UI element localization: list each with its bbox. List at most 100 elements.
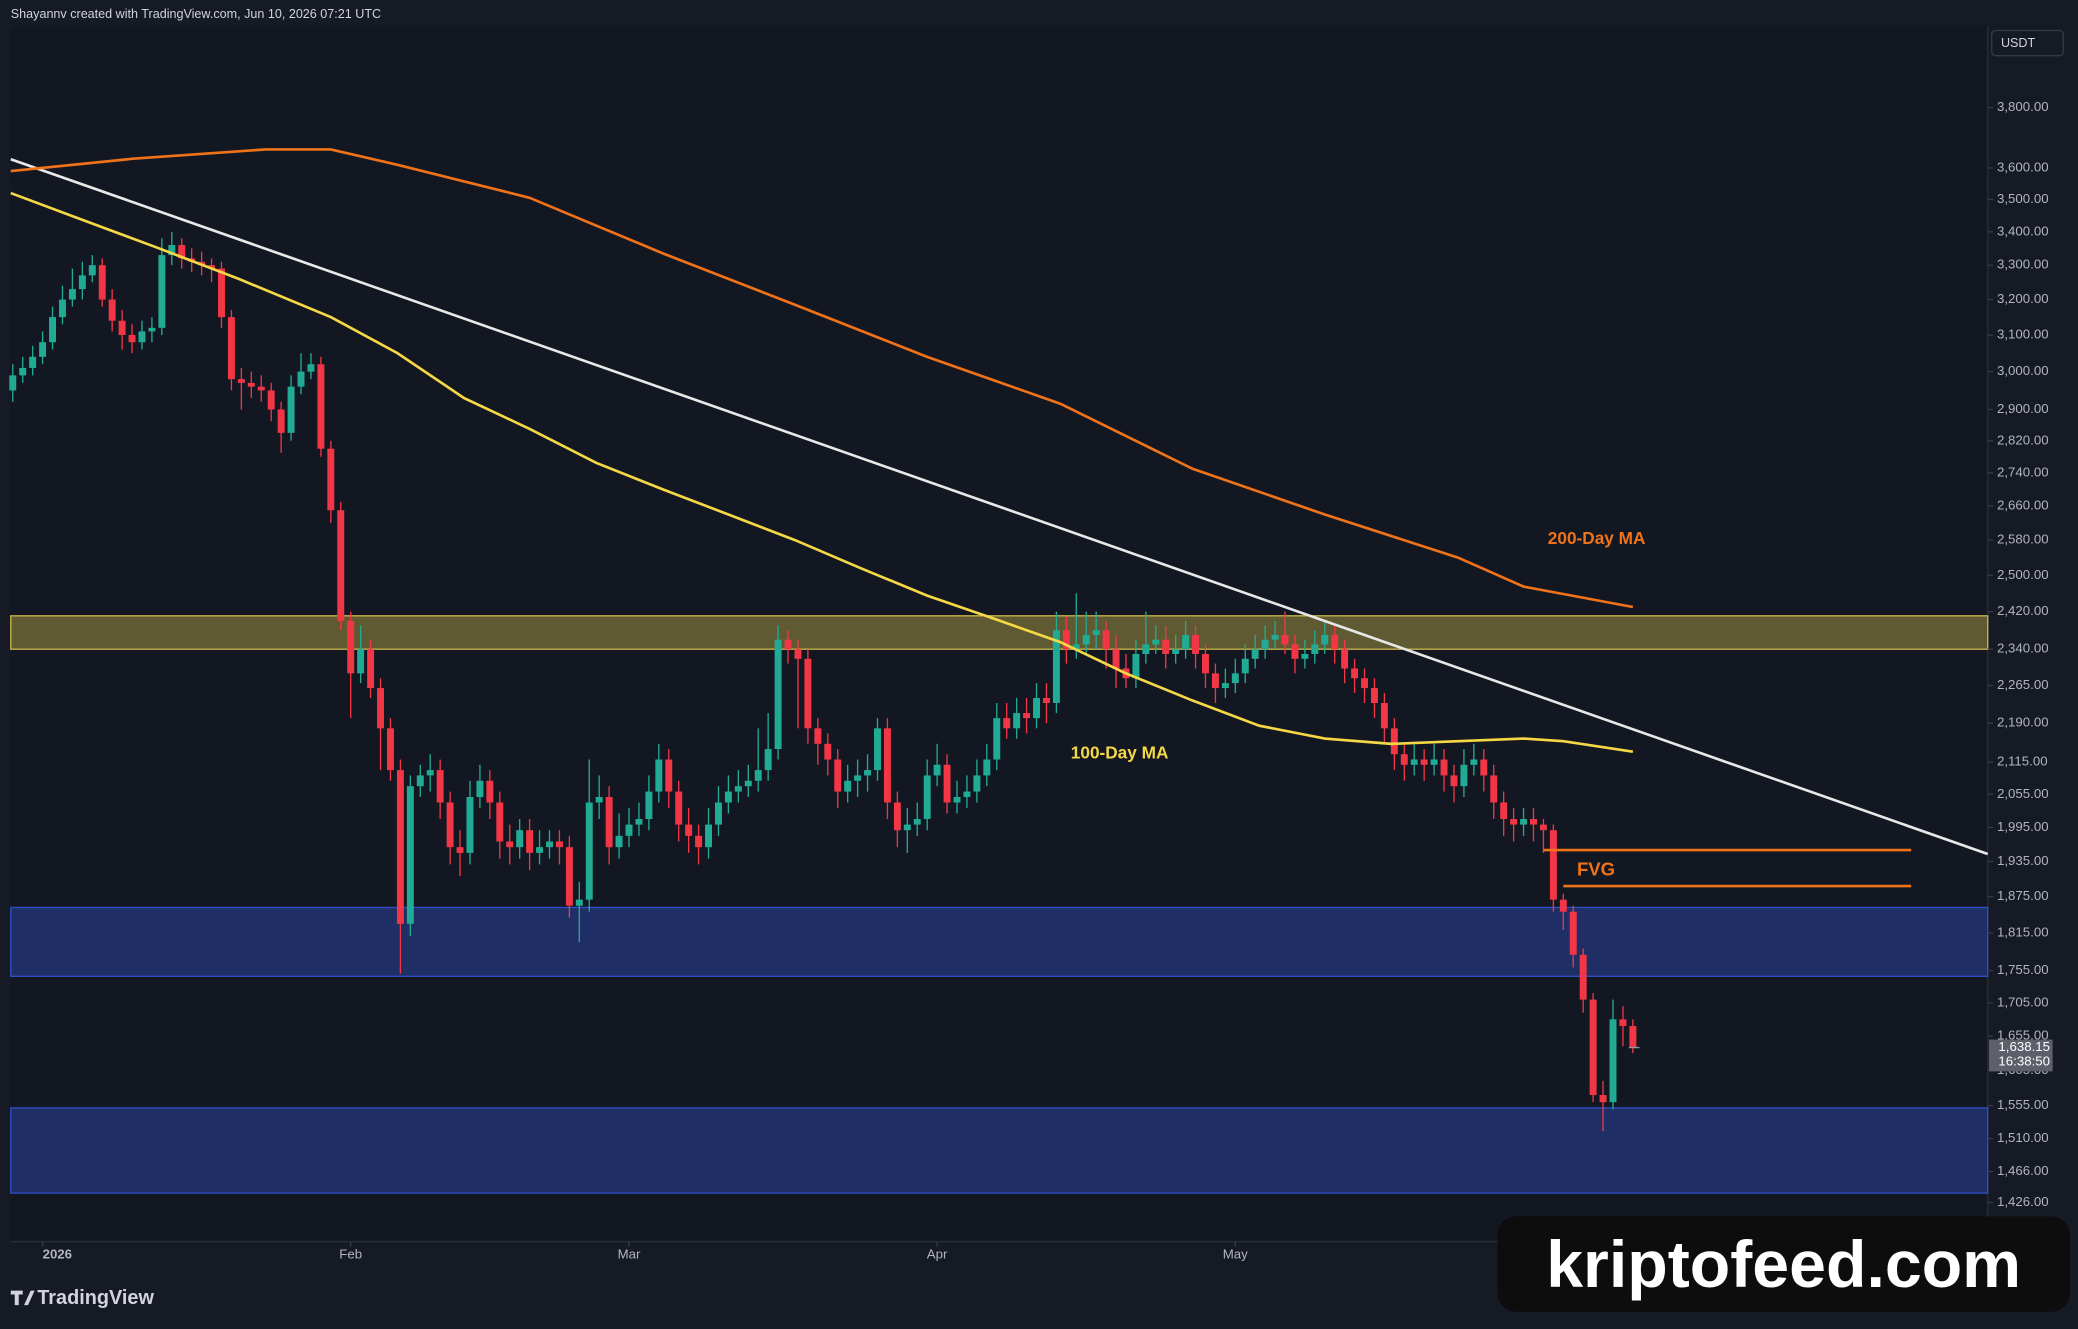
candle-body	[1192, 634, 1200, 654]
candle-body	[1301, 653, 1309, 659]
candle-body	[208, 265, 216, 269]
candle-body	[227, 317, 235, 380]
candle-body	[1321, 634, 1329, 645]
candle-body	[1629, 1026, 1637, 1048]
candle-body	[1599, 1095, 1607, 1103]
candle-body	[1559, 899, 1567, 912]
candle-body	[347, 620, 355, 674]
last-price-box	[1989, 1039, 2053, 1072]
candle-body	[1579, 954, 1587, 1000]
candle-body	[446, 802, 454, 848]
candle-body	[1172, 649, 1180, 654]
candle-body	[367, 649, 375, 689]
candle-body	[1500, 802, 1508, 820]
candle-body	[1480, 759, 1488, 776]
candle-body	[287, 386, 295, 433]
candle-body	[585, 802, 593, 900]
y-tick-label: 2,055.00	[1997, 786, 2049, 801]
candle-body	[476, 780, 484, 798]
candle-body	[257, 386, 265, 391]
candle-body	[168, 245, 176, 256]
candle-body	[1569, 911, 1577, 955]
candle-body	[1460, 764, 1468, 787]
candle-body	[1092, 630, 1100, 635]
candle-body	[1341, 649, 1349, 669]
brand-logo: TradingView	[10, 1287, 154, 1309]
candle-body	[377, 688, 385, 729]
y-tick-label: 1,426.00	[1997, 1194, 2049, 1209]
zone	[10, 906, 1989, 977]
candle-body	[913, 819, 921, 825]
watermark: kriptofeed.com	[1546, 1228, 2021, 1302]
candle-body	[307, 364, 315, 372]
ma-label: 100-Day MA	[1071, 742, 1169, 762]
y-tick-label: 3,800.00	[1997, 99, 2049, 114]
candle-body	[1440, 759, 1448, 776]
candle-body	[138, 331, 146, 343]
candle-body	[784, 639, 792, 650]
currency-box	[1991, 29, 2064, 57]
x-tick-label: Mar	[618, 1246, 641, 1261]
overlays	[10, 148, 1989, 888]
candle-body	[1042, 697, 1050, 703]
candle-body	[39, 342, 47, 357]
y-tick-label: 3,600.00	[1997, 159, 2049, 174]
candle-body	[744, 780, 752, 787]
candle-body	[575, 899, 583, 906]
candle-body	[1013, 713, 1021, 729]
y-tick-label: 1,935.00	[1997, 853, 2049, 868]
candle-body	[555, 841, 563, 848]
y-tick-label: 3,000.00	[1997, 363, 2049, 378]
y-tick-label: 1,755.00	[1997, 962, 2049, 977]
candle-body	[565, 847, 573, 906]
candle-body	[1420, 759, 1428, 765]
y-tick-label: 1,655.00	[1997, 1028, 2049, 1043]
candle-body	[78, 275, 86, 290]
candle-body	[506, 841, 514, 848]
candle-body	[963, 791, 971, 798]
attribution: Shayannv created with TradingView.com, J…	[11, 7, 381, 21]
candle-body	[1530, 819, 1537, 825]
candle-body	[923, 775, 931, 820]
candle-body	[943, 764, 951, 803]
candle-body	[1023, 713, 1031, 719]
candle-body	[933, 764, 941, 776]
y-tick-label: 3,200.00	[1997, 291, 2049, 306]
candle-body	[237, 379, 245, 383]
candle-body	[655, 759, 663, 792]
candle-body	[1281, 634, 1289, 645]
candle-body	[1132, 653, 1140, 679]
y-tick-label: 2,660.00	[1997, 498, 2049, 513]
candle-body	[1450, 775, 1458, 787]
y-tick-label: 2,500.00	[1997, 567, 2049, 582]
x-tick-label: Feb	[339, 1246, 362, 1261]
y-tick-label: 3,400.00	[1997, 223, 2049, 238]
candle-body	[337, 510, 345, 621]
x-tick-label: May	[1223, 1246, 1248, 1261]
candle-body	[685, 824, 693, 836]
candle-body	[1410, 759, 1418, 765]
candle-body	[1072, 644, 1080, 650]
candle-body	[1102, 630, 1110, 650]
candle-body	[456, 847, 464, 853]
candle-body	[1331, 634, 1339, 650]
zones	[10, 615, 1989, 1194]
candle-body	[1370, 688, 1378, 703]
y-tick-label: 3,300.00	[1997, 257, 2049, 272]
candle-body	[1390, 728, 1398, 755]
candle-body	[148, 327, 156, 332]
candle-body	[1430, 759, 1438, 765]
y-tick-label: 2,420.00	[1997, 603, 2049, 618]
y-tick-label: 1,555.00	[1997, 1097, 2049, 1112]
watermark-box	[1497, 1216, 2070, 1312]
candle-body	[1619, 1019, 1627, 1027]
y-tick-label: 1,815.00	[1997, 925, 2049, 940]
candle-body	[1539, 824, 1547, 831]
candle-body	[357, 649, 365, 674]
x-tick-label: Apr	[927, 1246, 948, 1261]
candle-body	[19, 367, 27, 376]
candle-body	[396, 770, 404, 924]
candle-body	[615, 835, 623, 848]
